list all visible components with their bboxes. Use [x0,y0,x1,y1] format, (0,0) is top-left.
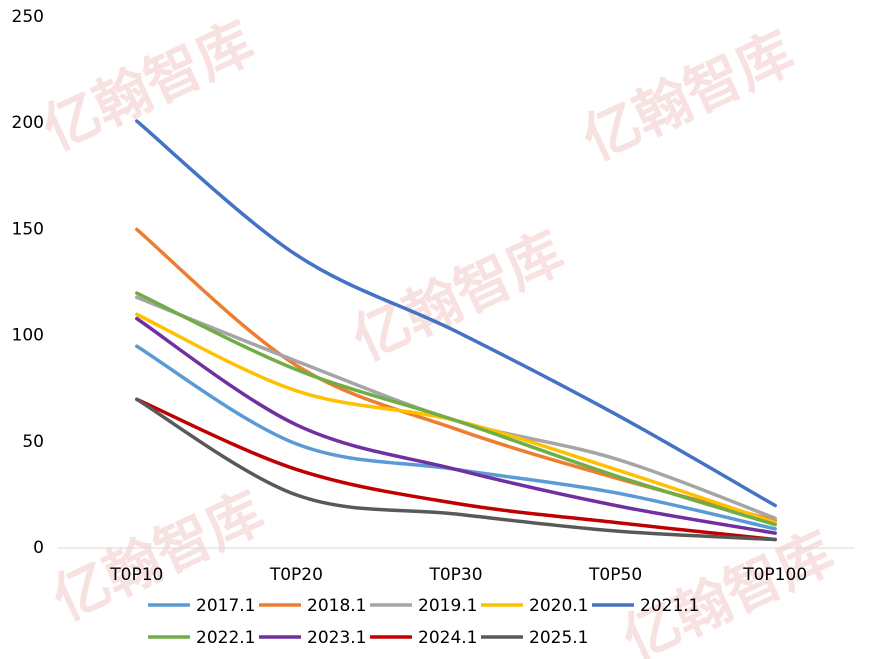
y-tick-label: 150 [12,219,44,239]
x-tick-label: T0P50 [588,565,642,585]
y-tick-label: 50 [22,432,44,452]
legend-label: 2023.1 [307,628,366,648]
y-tick-label: 250 [12,7,44,27]
series-line [135,397,777,542]
legend-label: 2017.1 [196,596,255,616]
series-line [135,397,777,542]
watermark: 亿翰智库 [613,520,843,659]
series-line [135,291,777,527]
legend-label: 2022.1 [196,628,255,648]
y-tick-label: 0 [33,538,44,558]
series-line [135,119,777,508]
x-tick-label: T0P30 [428,565,482,585]
legend-label: 2024.1 [418,628,477,648]
watermark: 亿翰智库 [573,20,803,174]
x-tick-label: T0P10 [109,565,163,585]
x-tick-label: T0P20 [269,565,323,585]
x-tick-label: T0P100 [742,565,807,585]
legend-label: 2025.1 [529,628,588,648]
y-tick-label: 100 [12,326,44,346]
y-tick-label: 200 [12,113,44,133]
legend-label: 2018.1 [307,596,366,616]
watermark: 亿翰智库 [33,10,263,164]
legend-label: 2021.1 [640,596,699,616]
legend-label: 2019.1 [418,596,477,616]
series-line [135,316,777,535]
legend-label: 2020.1 [529,596,588,616]
